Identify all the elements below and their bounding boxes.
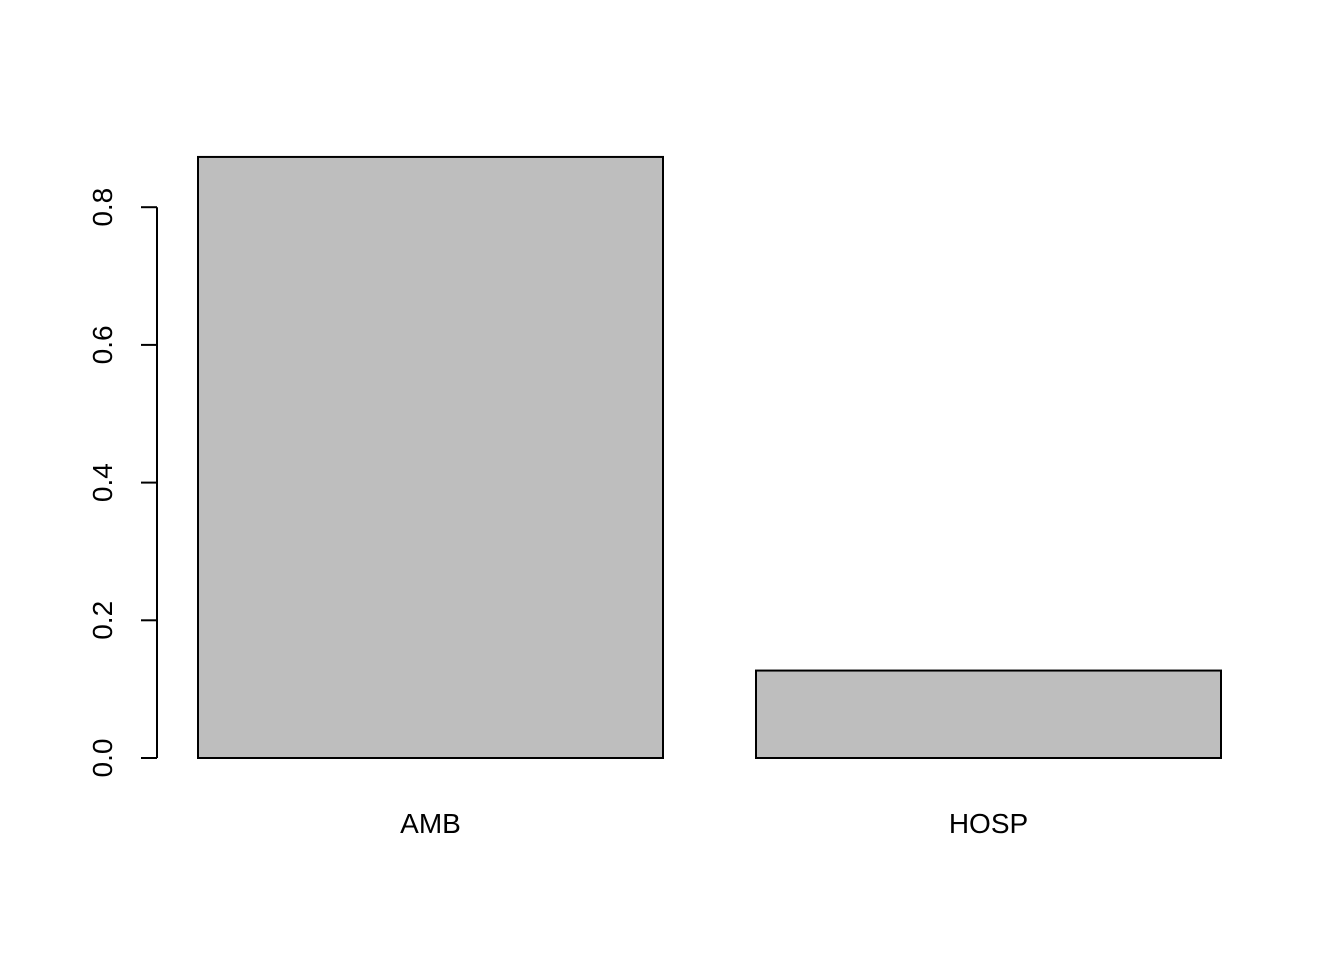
y-axis: 0.0 0.2 0.4 0.6 0.8 bbox=[87, 188, 158, 778]
bars-layer bbox=[197, 155, 1222, 759]
y-tick-label: 0.6 bbox=[87, 325, 118, 364]
x-axis-labels: AMB HOSP bbox=[400, 808, 1028, 839]
bar-hosp bbox=[755, 669, 1222, 759]
x-category-label: HOSP bbox=[949, 808, 1028, 839]
y-tick-label: 0.2 bbox=[87, 601, 118, 640]
y-tick-label: 0.8 bbox=[87, 188, 118, 227]
y-tick-label: 0.0 bbox=[87, 739, 118, 778]
x-category-label: AMB bbox=[400, 808, 461, 839]
bar-amb bbox=[197, 155, 664, 759]
y-tick-label: 0.4 bbox=[87, 463, 118, 502]
